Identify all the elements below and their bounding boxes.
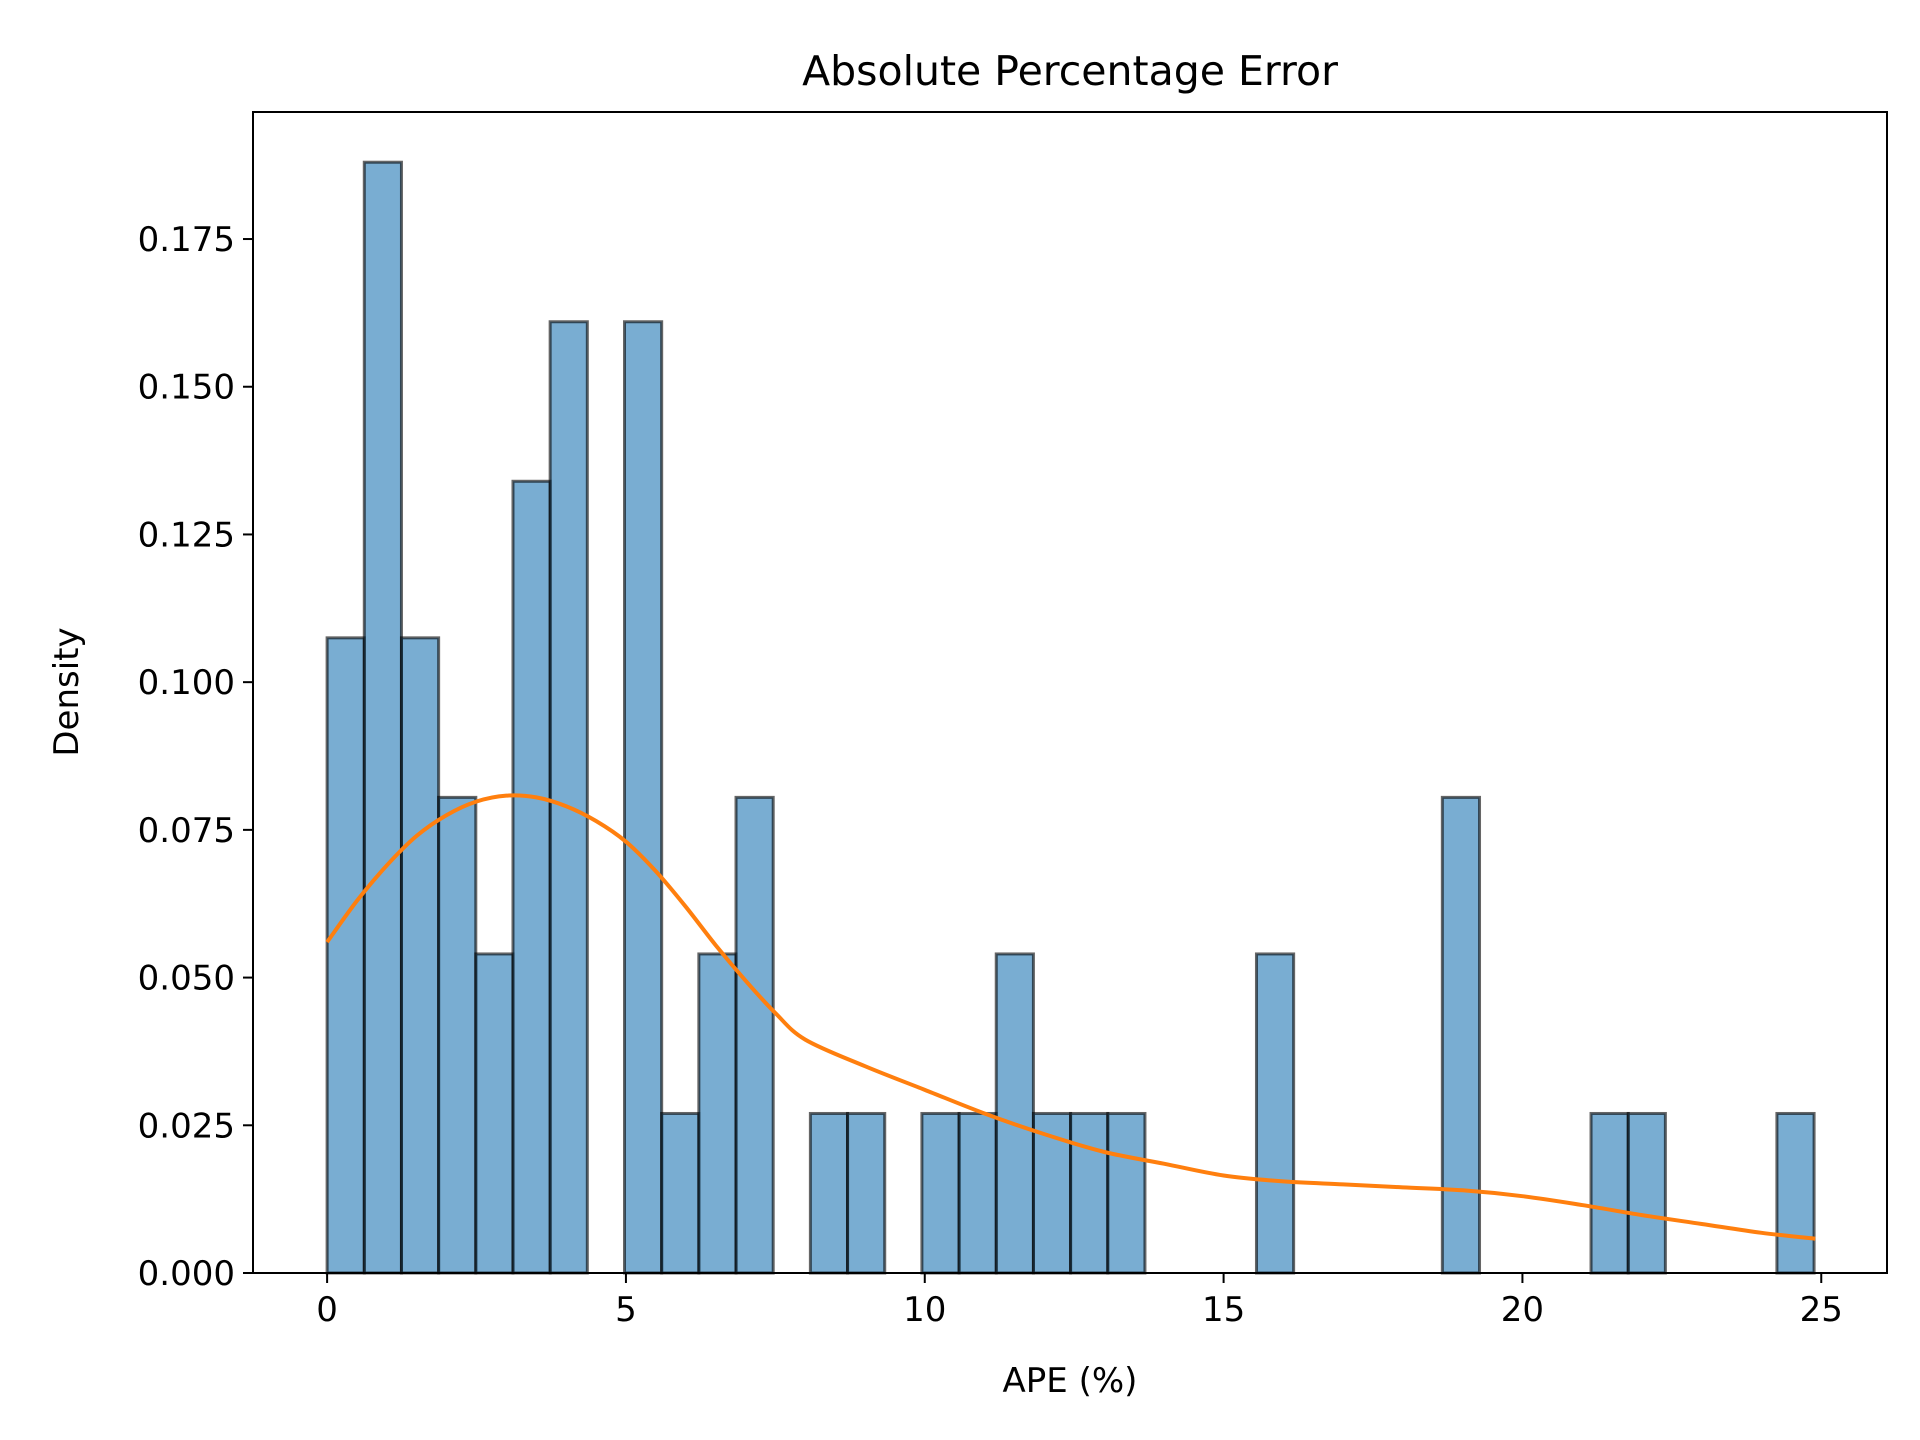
x-tick-label: 15 — [1202, 1290, 1245, 1330]
histogram-bar — [474, 952, 515, 1275]
histogram-bar — [846, 1111, 887, 1275]
x-tick-label: 5 — [615, 1290, 637, 1330]
histogram-bar — [994, 952, 1035, 1275]
histogram-bar — [399, 636, 441, 1275]
histogram-bar — [548, 320, 589, 1275]
histogram-bar — [511, 479, 552, 1275]
y-tick-label: 0.050 — [138, 959, 235, 999]
histogram-bar — [1589, 1111, 1630, 1275]
x-axis-label: APE (%) — [1003, 1361, 1138, 1401]
histogram-bar — [362, 160, 403, 1275]
x-tick-label: 20 — [1501, 1290, 1544, 1330]
kde-line — [325, 793, 1816, 1241]
y-tick-label: 0.000 — [138, 1254, 235, 1294]
histogram-bar — [1254, 952, 1296, 1275]
histogram-bar — [437, 795, 478, 1275]
histogram-bar — [1106, 1111, 1147, 1275]
x-tick-label: 0 — [316, 1290, 338, 1330]
x-tick-label: 10 — [903, 1290, 946, 1330]
y-tick-label: 0.150 — [138, 368, 235, 408]
y-tick-label: 0.100 — [138, 663, 235, 703]
histogram-bar — [1775, 1111, 1816, 1275]
histogram-bar — [623, 320, 664, 1275]
histogram-bar — [1440, 795, 1482, 1275]
histogram-bar — [920, 1111, 961, 1275]
histogram-bar — [1626, 1111, 1667, 1275]
y-tick-label: 0.125 — [138, 515, 235, 555]
histogram-bar — [734, 795, 775, 1275]
x-axis: 0 5 10 15 20 25 — [316, 1273, 1843, 1330]
histogram-bars — [325, 160, 1816, 1275]
histogram-bar — [957, 1111, 998, 1275]
plot-frame — [252, 111, 1888, 1274]
y-axis: 0.000 0.025 0.050 0.075 0.100 0.125 0.150 0.175 — [138, 220, 253, 1294]
histogram-bar — [697, 952, 738, 1275]
histogram-bar — [808, 1111, 850, 1275]
y-axis-label: Density — [47, 627, 87, 756]
y-tick-label: 0.025 — [138, 1106, 235, 1146]
histogram-bar — [1069, 1111, 1110, 1275]
x-tick-label: 25 — [1800, 1290, 1843, 1330]
y-tick-label: 0.175 — [138, 220, 235, 260]
histogram-bar — [660, 1111, 701, 1275]
y-tick-label: 0.075 — [138, 811, 235, 851]
chart-title: Absolute Percentage Error — [802, 47, 1338, 95]
histogram-bar — [325, 636, 366, 1275]
